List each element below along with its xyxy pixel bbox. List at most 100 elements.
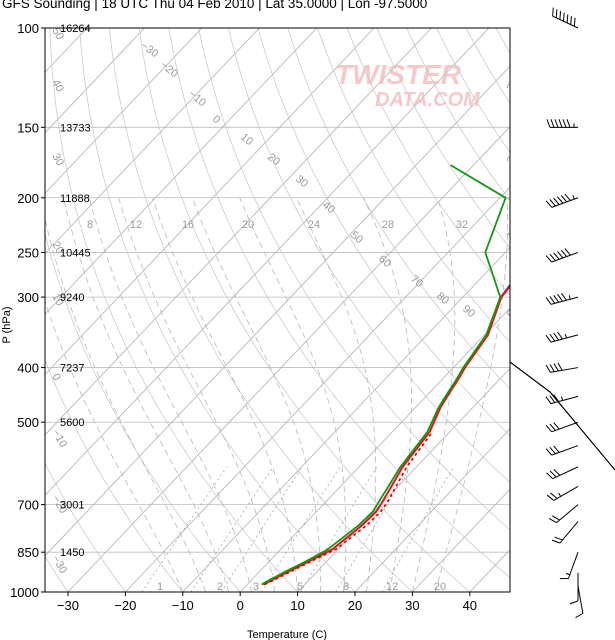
y-tick-label: 250 <box>17 245 39 260</box>
barb-feather <box>549 364 555 372</box>
isotherm <box>45 28 203 194</box>
height-label: 3001 <box>60 500 84 512</box>
y-tick-label: 850 <box>17 545 39 560</box>
y-tick-label: 100 <box>17 21 39 36</box>
x-tick-label: −20 <box>114 598 136 613</box>
moist-adiabat-label: 30 <box>593 433 610 450</box>
x-tick-label: 40 <box>463 598 477 613</box>
dry-adiabat-label: 30 <box>49 152 66 169</box>
barb-staff <box>551 251 579 263</box>
mixing-ratio-label: 28 <box>382 219 394 231</box>
barb-feather <box>557 293 563 302</box>
isotherm <box>527 28 615 592</box>
moist-adiabat <box>296 197 377 592</box>
dry-adiabat-label: −10 <box>49 428 69 450</box>
barb-feather <box>553 468 561 476</box>
barb-feather <box>545 297 552 305</box>
moist-adiabat-label: 10 <box>505 225 522 242</box>
moist-adiabat-label: −10 <box>505 355 526 377</box>
barb-staff <box>551 197 579 208</box>
barb-feather <box>557 251 564 259</box>
barb-staff <box>577 585 584 614</box>
x-tick-label: 30 <box>405 598 419 613</box>
barb-feather <box>549 395 556 403</box>
y-tick-label: 700 <box>17 498 39 513</box>
series-temperature <box>262 284 510 586</box>
barb-feather <box>545 255 553 263</box>
isotherm-label: −20 <box>158 59 180 80</box>
moist-adiabat-label: 0 <box>505 308 518 320</box>
barb-feather <box>553 394 560 402</box>
wind-barb <box>545 248 579 263</box>
barb-staff <box>552 466 579 480</box>
isotherm <box>182 246 510 592</box>
moist-adiabat <box>363 197 412 592</box>
barb-half-feather <box>565 572 570 576</box>
moist-adiabat-label: 30 <box>505 77 522 94</box>
barb-feather <box>553 295 560 303</box>
isotherm <box>45 28 490 496</box>
barb-feather <box>545 424 553 433</box>
isotherm-label: 50 <box>348 229 365 246</box>
watermark: TWISTER DATA.COM <box>335 59 481 111</box>
barb-feather <box>563 12 565 22</box>
barb-feather <box>546 472 553 480</box>
barb-feather <box>553 197 560 205</box>
wind-barb <box>559 552 579 580</box>
y-tick-label: 500 <box>17 415 39 430</box>
mixing-ratio-label: 20 <box>242 219 254 231</box>
isotherm <box>45 28 260 255</box>
moist-adiabat <box>412 197 456 592</box>
barb-feather <box>553 422 560 430</box>
barb-feather <box>573 17 576 27</box>
barb-feather <box>557 331 563 340</box>
wind-barb <box>575 585 584 619</box>
mixing-ratio-label: 8 <box>87 219 93 231</box>
dry-adiabat <box>317 28 510 343</box>
height-labels: 16264 13733 11888 10445 9240 7237 5600 3001 1450 <box>60 23 91 559</box>
barb-feather <box>545 364 551 373</box>
dry-adiabat <box>585 28 615 592</box>
isotherm <box>354 428 510 592</box>
x-axis-label: Temperature (C) <box>247 629 327 640</box>
wind-barb <box>546 466 579 480</box>
mixing-ratio-label: 12 <box>130 219 142 231</box>
dry-adiabat <box>45 232 241 592</box>
dry-adiabat <box>406 28 510 202</box>
dry-adiabat <box>555 28 615 592</box>
wind-barb <box>546 486 579 501</box>
y-tick-label: 200 <box>17 191 39 206</box>
x-tick-label: −30 <box>57 598 79 613</box>
dry-adiabat <box>45 358 184 592</box>
dry-adiabat-label: 20 <box>49 240 66 257</box>
barb-feather <box>549 199 556 207</box>
dry-adiabat <box>465 28 510 104</box>
series-dewpoint <box>261 164 507 586</box>
barb-feather <box>557 362 563 371</box>
barb-feather <box>549 446 556 455</box>
mixing-ratio-label: 24 <box>308 219 320 231</box>
barb-feather <box>545 448 553 456</box>
dry-adiabat <box>168 28 510 579</box>
wind-barb <box>545 421 579 433</box>
mixing-ratio-line <box>335 466 411 592</box>
barb-staff <box>550 296 579 305</box>
barb-feather <box>549 470 557 478</box>
barb-feather <box>552 7 554 17</box>
height-label: 7237 <box>60 363 84 375</box>
dry-adiabat <box>79 28 356 592</box>
barb-staff <box>567 552 579 579</box>
dry-adiabat <box>495 28 510 54</box>
isotherm <box>45 28 145 134</box>
height-label: 5600 <box>60 417 84 429</box>
mixing-ratio-label: 20 <box>434 581 446 593</box>
isotherm-label: 90 <box>460 303 477 320</box>
wind-barb <box>545 331 579 343</box>
y-axis-label: P (hPa) <box>1 306 13 343</box>
moist-adiabat <box>118 197 275 592</box>
dry-adiabat <box>138 28 471 592</box>
moist-adiabat <box>192 197 321 592</box>
y-tick-label: 1000 <box>10 585 39 600</box>
